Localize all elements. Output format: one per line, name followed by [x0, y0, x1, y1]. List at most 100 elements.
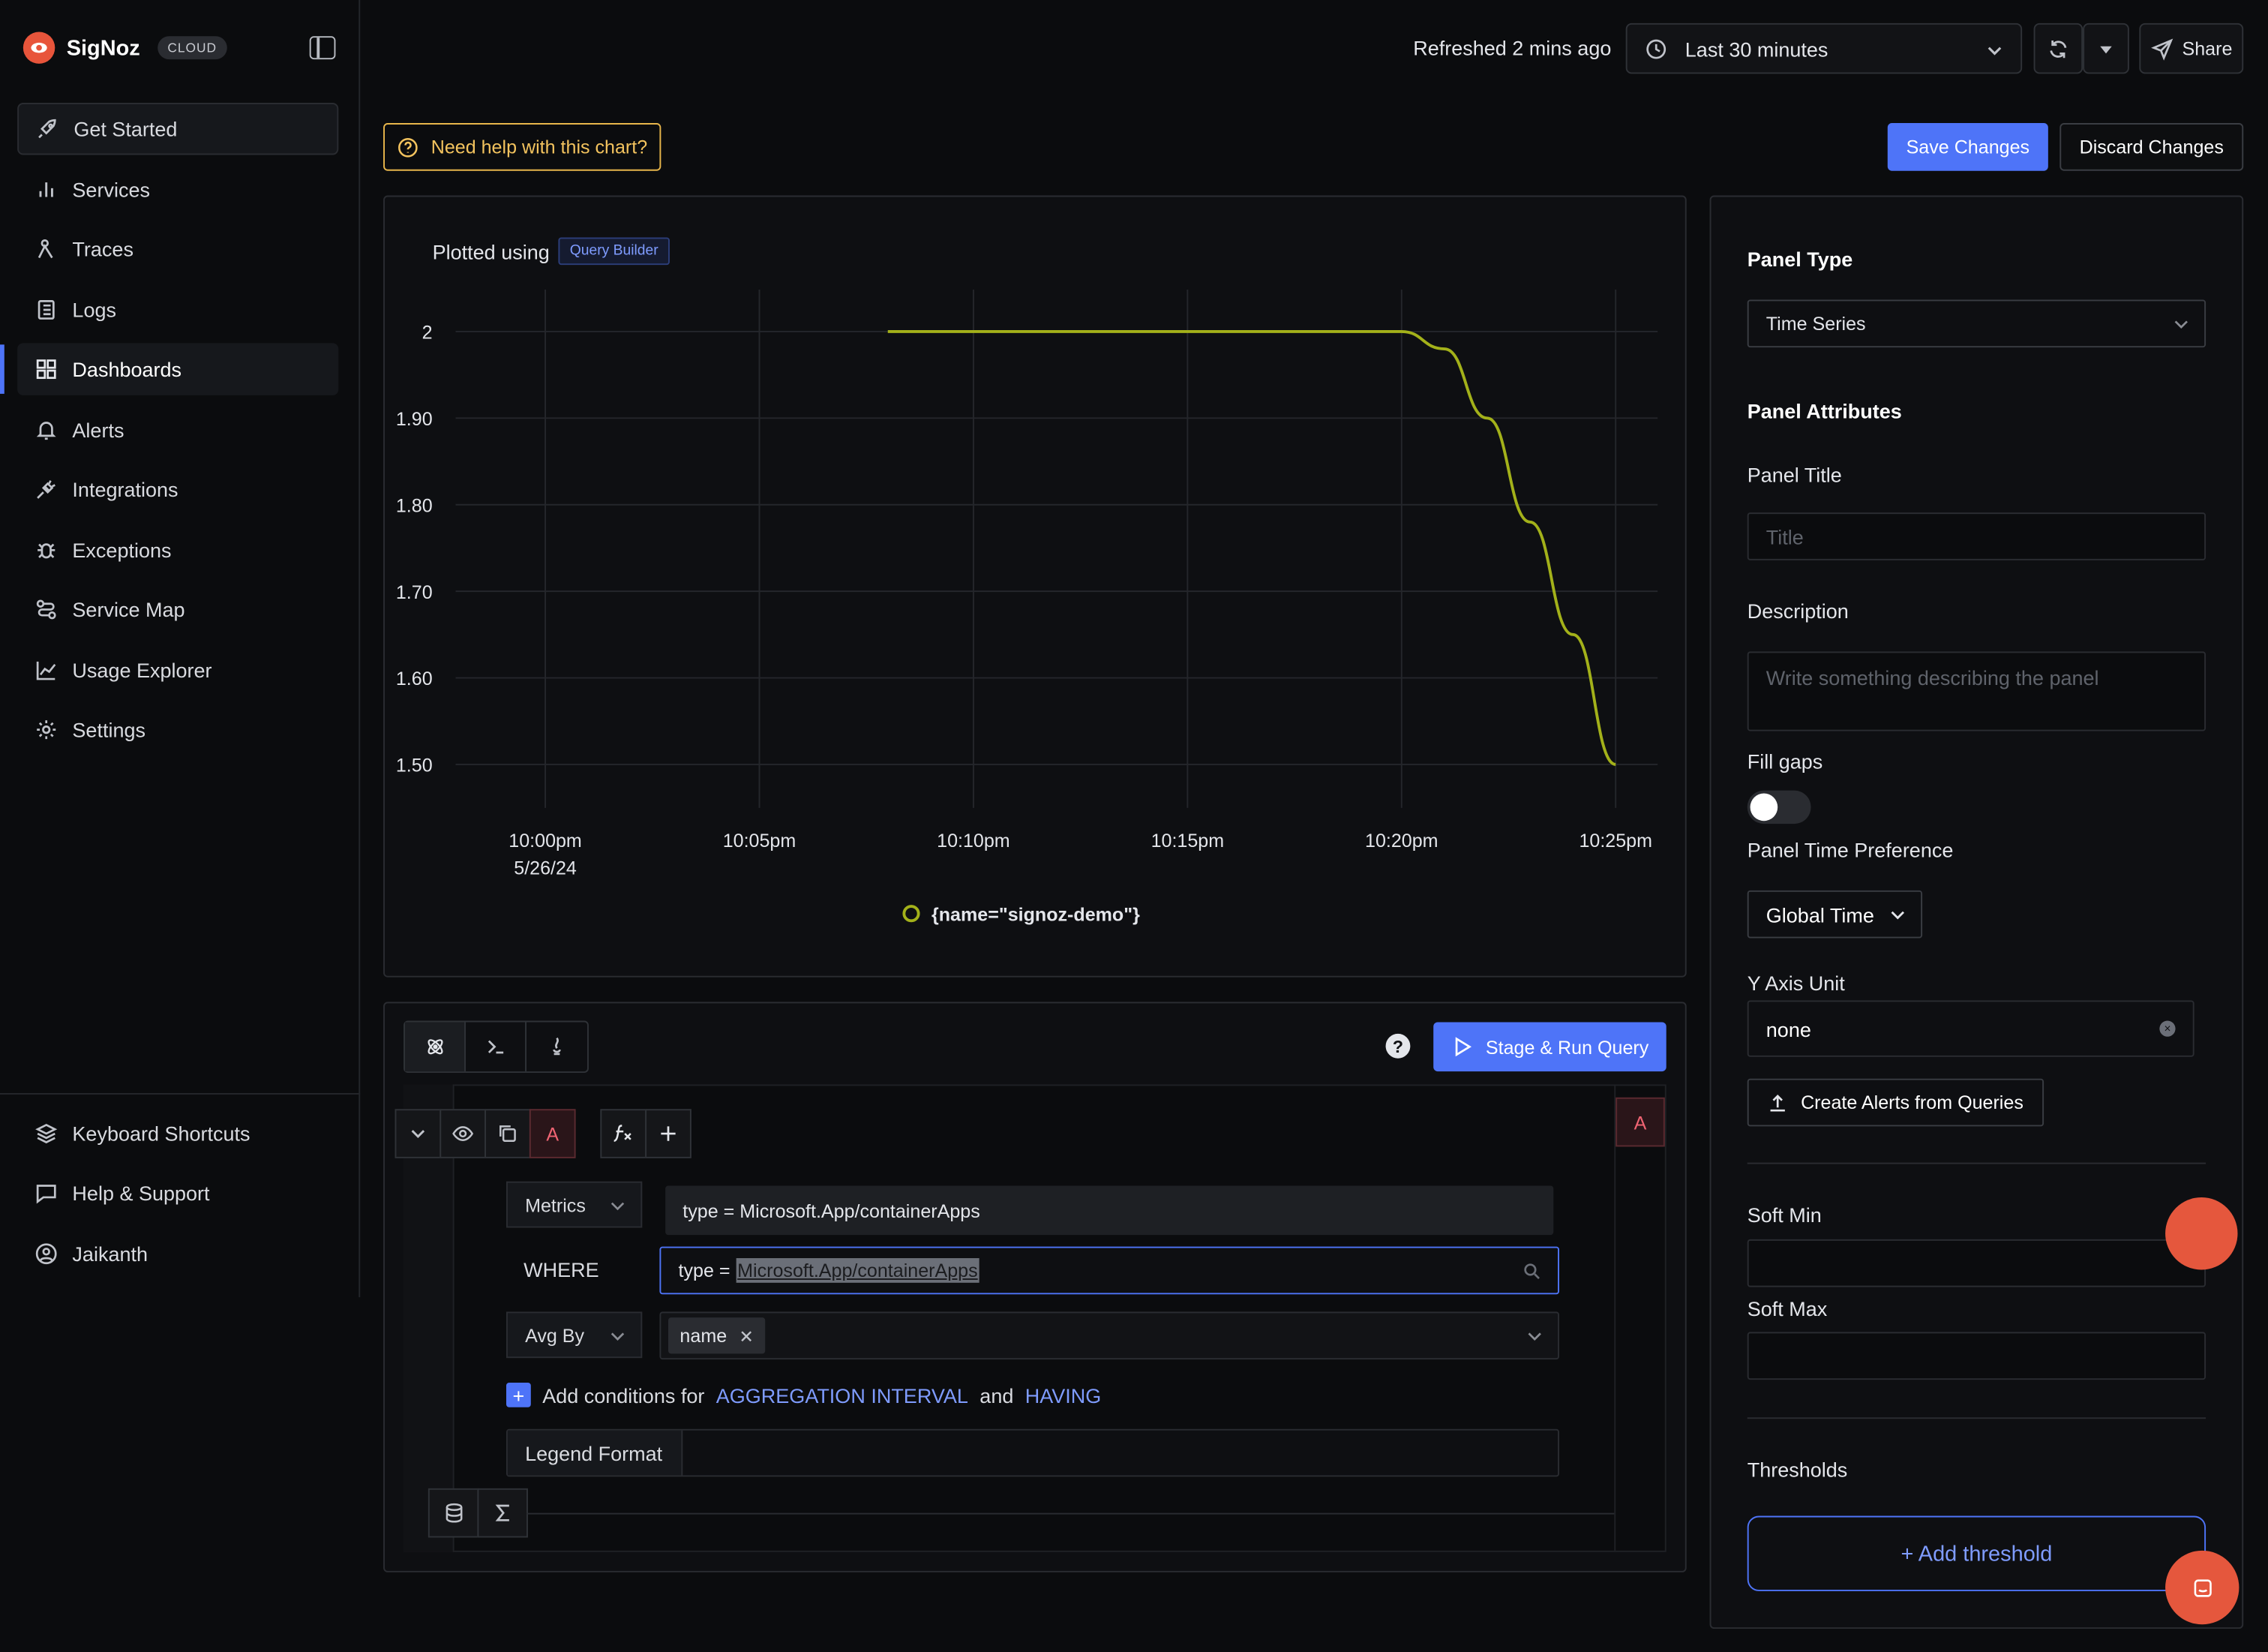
- sidebar-item-label: Services: [72, 178, 150, 202]
- sidebar-collapse-icon[interactable]: [309, 36, 336, 60]
- having-link[interactable]: HAVING: [1024, 1383, 1102, 1407]
- x-tick-label: 10:25pm: [1579, 831, 1652, 852]
- x-tick-label: 10:10pm: [937, 831, 1010, 852]
- clear-icon[interactable]: ×: [2159, 1020, 2176, 1037]
- refresh-interval-dropdown[interactable]: [2083, 23, 2129, 74]
- panel-title-input[interactable]: Title: [1747, 512, 2206, 560]
- sidebar-item-label: Service Map: [72, 598, 185, 621]
- where-filter-input[interactable]: type = Microsoft.App/containerApps: [659, 1246, 1559, 1295]
- sidebar-item-usage-explorer[interactable]: Usage Explorer: [17, 644, 338, 696]
- cloud-badge: CLOUD: [157, 36, 227, 60]
- sidebar-item-get-started[interactable]: Get Started: [17, 103, 339, 155]
- discard-changes-button[interactable]: Discard Changes: [2060, 123, 2244, 171]
- sidebar-item-keyboard-shortcuts[interactable]: Keyboard Shortcuts: [17, 1107, 338, 1159]
- sidebar-item-label: Usage Explorer: [72, 659, 212, 682]
- fill-gaps-toggle[interactable]: [1747, 790, 1811, 824]
- message-icon: [34, 1182, 58, 1205]
- sidebar: [0, 0, 361, 1298]
- group-by-input[interactable]: [659, 1311, 1559, 1360]
- brand[interactable]: SigNoz CLOUD: [22, 32, 227, 64]
- x-date-label: 5/26/24: [514, 858, 577, 879]
- chart-help-button[interactable]: Need help with this chart?: [383, 123, 662, 171]
- add-query-source-button[interactable]: [428, 1488, 479, 1538]
- sidebar-item-integrations[interactable]: Integrations: [17, 464, 338, 515]
- add-formula-button[interactable]: [600, 1109, 647, 1158]
- aggregation-select[interactable]: Avg By: [506, 1311, 643, 1359]
- sidebar-item-help-support[interactable]: Help & Support: [17, 1167, 338, 1218]
- sidebar-divider: [0, 1093, 361, 1095]
- share-button[interactable]: Share: [2139, 23, 2244, 74]
- sidebar-item-settings[interactable]: Settings: [17, 704, 338, 755]
- copy-icon: [496, 1122, 519, 1146]
- add-query-button[interactable]: [645, 1109, 692, 1158]
- query-builder-badge: Query Builder: [558, 237, 670, 266]
- add-threshold-button[interactable]: + Add threshold: [1747, 1515, 2206, 1591]
- query-mode-tabs: [404, 1020, 589, 1073]
- query-name-badge[interactable]: A: [529, 1109, 576, 1158]
- sidebar-item-user[interactable]: Jaikanth: [17, 1227, 338, 1279]
- time-series-chart[interactable]: 10:00pm 10:05pm 10:10pm 10:15pm 10:20pm 10:25…: [385, 275, 1687, 942]
- panel-type-heading: Panel Type: [1747, 247, 1853, 271]
- sidebar-item-logs[interactable]: Logs: [17, 284, 338, 335]
- description-textarea[interactable]: Write something describing the panel: [1747, 651, 2206, 731]
- soft-min-input[interactable]: [1747, 1239, 2206, 1287]
- query-list-badge[interactable]: A: [1616, 1097, 1665, 1147]
- sidebar-item-exceptions[interactable]: Exceptions: [17, 524, 338, 576]
- sidebar-item-dashboards[interactable]: Dashboards: [17, 343, 339, 395]
- panel-attributes-heading: Panel Attributes: [1747, 399, 1902, 423]
- query-right-divider: [1614, 1084, 1616, 1552]
- tab-clickhouse[interactable]: [466, 1022, 526, 1072]
- sidebar-item-label: Traces: [72, 237, 134, 261]
- time-range-select[interactable]: Last 30 minutes: [1625, 23, 2023, 74]
- sidebar-item-label: Exceptions: [72, 538, 172, 562]
- data-source-value: Metrics: [525, 1194, 586, 1216]
- chevron-down-icon: [1886, 903, 1909, 926]
- clone-query-button[interactable]: [484, 1109, 531, 1158]
- soft-max-label: Soft Max: [1747, 1297, 1828, 1320]
- chat-support-button[interactable]: [2165, 1550, 2240, 1625]
- where-selected-text: Microsoft.App/containerApps: [736, 1258, 980, 1283]
- panel-type-value: Time Series: [1766, 312, 1866, 335]
- add-conditions[interactable]: + Add conditions for AGGREGATION INTERVA…: [506, 1382, 1102, 1407]
- x-tick-label: 10:00pm: [508, 831, 582, 852]
- where-prefix: type =: [678, 1259, 730, 1281]
- sidebar-item-label: Keyboard Shortcuts: [72, 1122, 250, 1146]
- aggregation-value: Avg By: [525, 1323, 585, 1346]
- refresh-button[interactable]: [2033, 23, 2084, 74]
- query-help-icon[interactable]: ?: [1385, 1033, 1411, 1059]
- query-row-tools: A: [394, 1109, 576, 1158]
- bug-icon: [34, 539, 58, 562]
- y-axis-unit-select[interactable]: none ×: [1747, 1000, 2194, 1057]
- thresholds-label: Thresholds: [1747, 1458, 1848, 1482]
- sidebar-item-services[interactable]: Services: [17, 164, 338, 215]
- data-source-select[interactable]: Metrics: [506, 1181, 643, 1228]
- group-by-tag-label: name: [680, 1324, 728, 1347]
- tab-query-builder[interactable]: [404, 1022, 466, 1072]
- function-icon: [612, 1122, 635, 1146]
- tab-promql[interactable]: [526, 1022, 587, 1071]
- sidebar-item-alerts[interactable]: Alerts: [17, 404, 338, 455]
- aggregation-interval-link[interactable]: AGGREGATION INTERVAL: [716, 1383, 968, 1407]
- toggle-visibility-button[interactable]: [440, 1109, 486, 1158]
- soft-max-input[interactable]: [1747, 1332, 2206, 1380]
- close-icon[interactable]: [739, 1329, 753, 1343]
- time-preference-select[interactable]: Global Time: [1747, 890, 1923, 939]
- query-bottom-divider: [526, 1512, 1615, 1515]
- y-tick-label: 1.60: [396, 668, 433, 689]
- config-divider: [1747, 1417, 2206, 1419]
- create-alerts-button[interactable]: Create Alerts from Queries: [1747, 1078, 2044, 1127]
- floating-indicator[interactable]: [2165, 1197, 2238, 1270]
- panel-config: [1709, 195, 2244, 1629]
- stage-run-query-button[interactable]: Stage & Run Query: [1433, 1022, 1666, 1072]
- legend-marker: [902, 905, 920, 923]
- filter-suggestion[interactable]: type = Microsoft.App/containerApps: [665, 1185, 1554, 1236]
- soft-min-label: Soft Min: [1747, 1203, 1822, 1227]
- collapse-query-button[interactable]: [394, 1109, 442, 1158]
- panel-type-select[interactable]: Time Series: [1747, 299, 2206, 348]
- line-chart-icon: [34, 659, 58, 682]
- add-function-button[interactable]: [477, 1488, 528, 1538]
- sidebar-item-traces[interactable]: Traces: [17, 223, 338, 275]
- sidebar-item-service-map[interactable]: Service Map: [17, 584, 338, 635]
- grid-icon: [34, 358, 58, 381]
- save-changes-button[interactable]: Save Changes: [1887, 123, 2048, 171]
